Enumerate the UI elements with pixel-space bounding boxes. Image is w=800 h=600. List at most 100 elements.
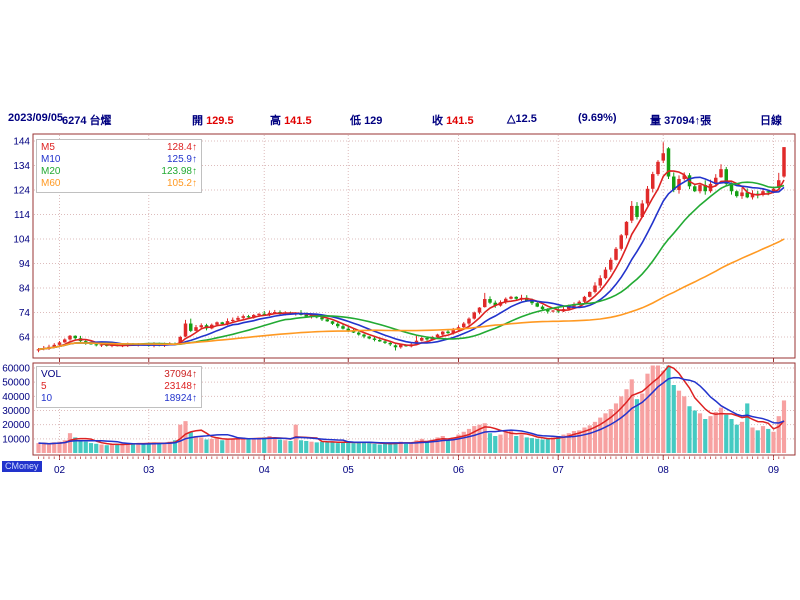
candle-body (588, 291, 592, 297)
volume-axis-label: 30000 (2, 406, 30, 417)
candle-body (336, 323, 340, 327)
candle-body (388, 342, 392, 345)
volume-bar (734, 424, 739, 453)
candle-body (393, 345, 398, 348)
candle-body (777, 180, 781, 189)
volume-bar (676, 390, 682, 453)
date-label: 2023/09/05 (8, 112, 64, 124)
candle-body (351, 330, 356, 333)
volume-bar (183, 421, 188, 453)
volume-bar (697, 413, 703, 453)
high-value: 141.5 (284, 115, 312, 127)
candle-body (661, 153, 665, 161)
candle-body (215, 322, 219, 325)
volume-bar (88, 443, 94, 453)
volume-bar (498, 434, 503, 453)
candle-body (304, 314, 308, 317)
price-axis-label: 64 (19, 333, 31, 344)
price-axis-label: 124 (13, 186, 30, 197)
price-ma10-line (38, 176, 785, 351)
volume-bar (220, 440, 225, 453)
volume-bar (561, 434, 566, 453)
volume-bar (508, 430, 514, 453)
volume-bar (409, 443, 414, 453)
ma10-value: 125.9↑ (166, 154, 197, 165)
candle-body (593, 285, 597, 292)
candle-body (735, 191, 739, 197)
candle-body (420, 337, 424, 341)
month-label: 03 (143, 465, 155, 476)
candle-body (693, 186, 697, 192)
volume-bar (435, 437, 440, 453)
candle-body (556, 310, 560, 312)
candle-body (603, 269, 608, 279)
month-label: 06 (453, 465, 465, 476)
volume-bar (619, 396, 624, 453)
open-label: 開 (192, 115, 203, 127)
open-field: 開 129.5 (192, 112, 234, 128)
volume-bar (298, 440, 304, 453)
volume-bar (708, 416, 713, 453)
volume-bar (314, 442, 319, 453)
volume-bar (46, 444, 52, 453)
volume-bar (120, 444, 125, 453)
volume-bar (262, 437, 267, 453)
volume-bar (629, 379, 634, 453)
volume-bar (650, 365, 655, 453)
volume-bar (283, 440, 288, 453)
volume-bar (451, 437, 456, 453)
price-pane-border (32, 133, 796, 359)
volume-bar (204, 439, 209, 453)
volume-axis-label: 50000 (2, 378, 30, 389)
volume-bar (99, 444, 104, 453)
volume-bar (125, 443, 130, 453)
candle-body (73, 335, 77, 339)
candle-body (551, 310, 555, 312)
candle-body (94, 344, 98, 346)
volume-bar (760, 426, 766, 453)
volume-bar (440, 436, 445, 453)
month-label: 05 (343, 465, 355, 476)
volma10-label: 10 (41, 393, 53, 404)
candle-body (399, 344, 403, 348)
volume-bar (57, 441, 62, 453)
volma10-row: 10 18924↑ (41, 393, 197, 405)
volume-pane-border (32, 362, 796, 456)
candle-body (740, 192, 744, 197)
ma5-label: M5 (41, 142, 55, 153)
volume-bar (193, 436, 199, 453)
volume-bar (309, 441, 314, 453)
volume-bar (687, 406, 692, 453)
candle-body (582, 296, 587, 302)
volume-bar (199, 437, 204, 453)
volume-field: 量 37094↑張 (650, 112, 711, 128)
volume-bar (713, 411, 718, 453)
ma20-row: M20 123.98↑ (41, 166, 197, 178)
candle-body (57, 342, 62, 345)
candle-body (682, 175, 686, 179)
candle-body (514, 296, 518, 299)
candle-body (703, 185, 707, 192)
volume-bar (608, 409, 613, 453)
candle-body (378, 339, 382, 342)
volume-bar (377, 444, 382, 453)
candle-body (241, 316, 245, 318)
volume-bar (372, 443, 377, 453)
volume-bar (613, 403, 619, 453)
close-label: 收 (432, 115, 443, 127)
volume-bar (304, 440, 309, 453)
volume-bar (293, 424, 298, 453)
volume-bar (351, 443, 356, 453)
period-selector[interactable]: 日線 (760, 115, 782, 127)
month-label: 08 (658, 465, 670, 476)
ma10-label: M10 (41, 154, 61, 165)
vol-label: VOL (41, 369, 62, 380)
candle-body (320, 317, 324, 320)
candle-body (52, 344, 56, 347)
volume-bar (214, 437, 220, 453)
volume-label: 量 (650, 115, 661, 127)
candle-body (635, 205, 639, 217)
candle-body (357, 332, 361, 335)
volume-bar (361, 441, 367, 453)
